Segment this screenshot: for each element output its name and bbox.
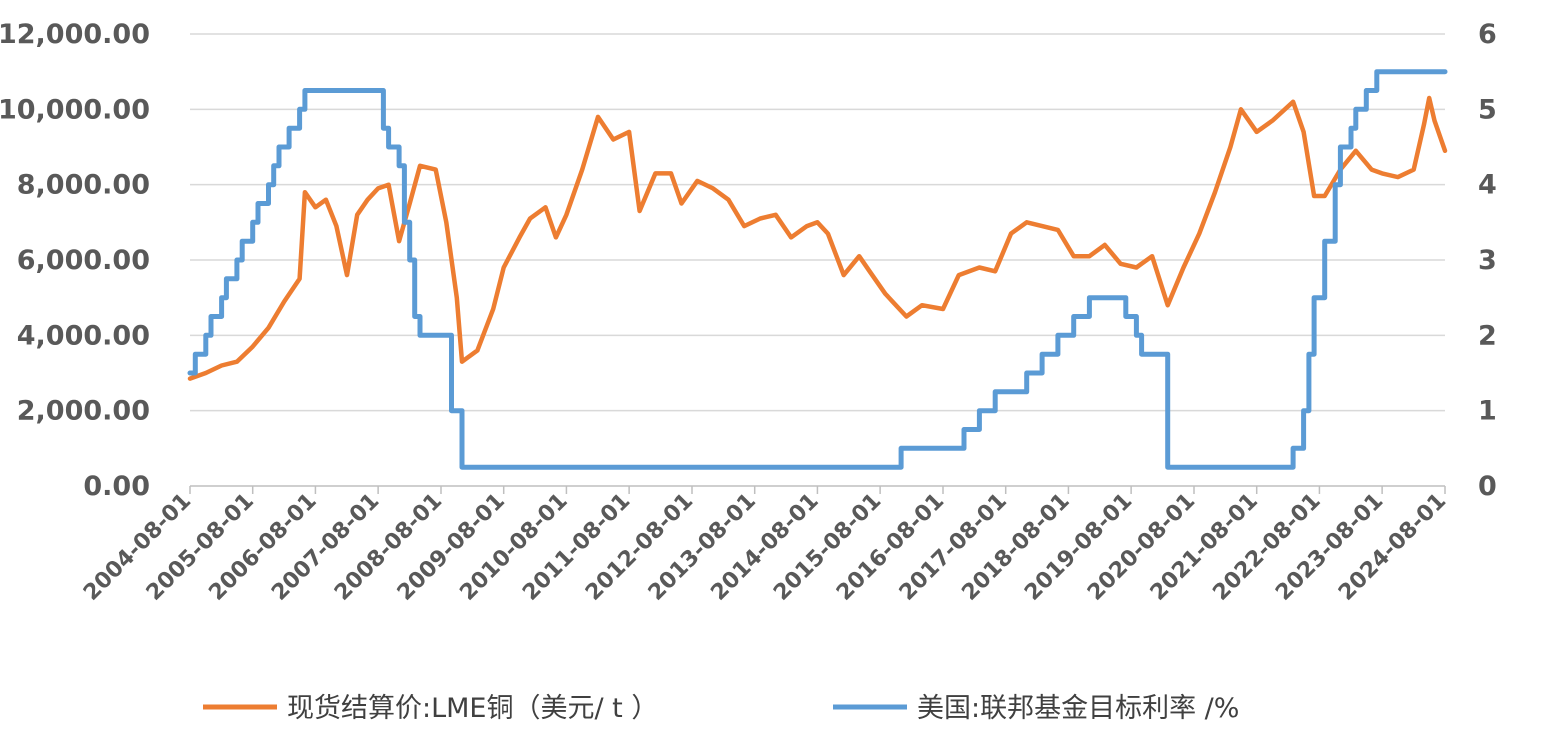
right-y-tick-label: 1 (1478, 396, 1497, 427)
x-tick-label: 2021-08-01 (1146, 489, 1263, 606)
x-tick-label: 2013-08-01 (644, 489, 761, 606)
series-lines (187, 69, 1448, 470)
left-y-tick-label: 0.00 (83, 471, 150, 502)
right-y-tick-label: 2 (1478, 320, 1497, 351)
x-tick-label: 2006-08-01 (204, 489, 321, 606)
right-y-tick-label: 0 (1478, 471, 1497, 502)
x-tick-label: 2004-08-01 (79, 489, 196, 606)
x-tick-label: 2018-08-01 (957, 489, 1074, 606)
left-y-axis: 0.00 2,000.00 4,000.00 6,000.00 8,000.00 10,0… (0, 19, 150, 502)
x-axis: 2004-08-012005-08-012006-08-012007-08-01… (79, 485, 1451, 606)
x-tick-label: 2009-08-01 (393, 489, 510, 606)
left-y-tick-label: 8,000.00 (17, 170, 150, 201)
gridlines (190, 33, 1445, 412)
x-tick-label: 2005-08-01 (142, 489, 259, 606)
legend-label-fed-rate: 美国:联邦基金目标利率 /% (917, 693, 1239, 724)
x-tick-label: 2010-08-01 (455, 489, 572, 606)
x-tick-label: 2015-08-01 (769, 489, 886, 606)
x-tick-label: 2023-08-01 (1271, 489, 1388, 606)
right-y-axis: 0 1 2 3 4 5 6 (1478, 19, 1497, 502)
left-y-tick-label: 10,000.00 (0, 94, 150, 125)
x-tick-label: 2007-08-01 (267, 489, 384, 606)
legend-label-copper: 现货结算价:LME铜（美元/ t ） (287, 693, 658, 724)
x-tick-label: 2020-08-01 (1083, 489, 1200, 606)
x-tick-label: 2016-08-01 (832, 489, 949, 606)
left-y-tick-label: 6,000.00 (17, 245, 150, 276)
lme-copper-price-line (187, 95, 1448, 381)
x-tick-label: 2011-08-01 (518, 489, 635, 606)
right-y-tick-label: 6 (1478, 19, 1497, 50)
x-tick-label: 2017-08-01 (895, 489, 1012, 606)
right-y-tick-label: 4 (1478, 170, 1497, 201)
x-tick-label: 2022-08-01 (1208, 489, 1325, 606)
x-tick-label: 2008-08-01 (330, 489, 447, 606)
right-y-tick-label: 5 (1478, 94, 1497, 125)
x-tick-label: 2014-08-01 (706, 489, 823, 606)
fed-funds-rate-line (187, 69, 1448, 470)
left-y-tick-label: 2,000.00 (17, 396, 150, 427)
x-tick-label: 2012-08-01 (581, 489, 698, 606)
right-y-tick-label: 3 (1478, 245, 1497, 276)
legend: 现货结算价:LME铜（美元/ t ） 美国:联邦基金目标利率 /% (203, 693, 1239, 724)
x-tick-label: 2019-08-01 (1020, 489, 1137, 606)
left-y-tick-label: 4,000.00 (17, 320, 150, 351)
x-tick-label: 2024-08-01 (1334, 489, 1451, 606)
left-y-tick-label: 12,000.00 (0, 19, 150, 50)
